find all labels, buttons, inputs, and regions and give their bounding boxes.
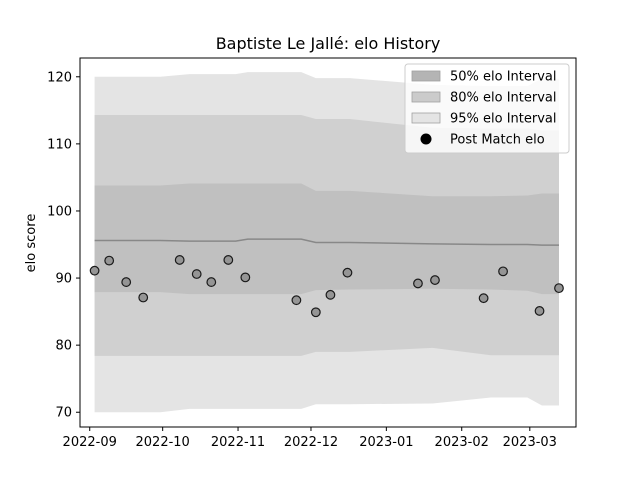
- post-match-point: [223, 255, 234, 265]
- post-match-point: [121, 277, 132, 287]
- post-match-point: [342, 267, 353, 278]
- post-match-point: [498, 266, 508, 277]
- x-tick-label: 2022-10: [136, 435, 190, 450]
- legend-label: Post Match elo: [450, 133, 545, 148]
- post-match-point: [104, 255, 115, 266]
- post-match-point: [554, 283, 564, 294]
- post-match-point: [325, 289, 336, 300]
- legend: 50% elo Interval 80% elo Interval 95% elo …: [404, 63, 570, 154]
- band-50-interval: [94, 183, 559, 295]
- post-match-point: [174, 255, 185, 265]
- plot-frame: [79, 57, 577, 428]
- post-match-point: [89, 265, 100, 276]
- post-match-point: [430, 275, 440, 285]
- legend-label: 50% elo Interval: [450, 70, 557, 85]
- legend-swatch: [411, 112, 441, 124]
- x-tick-label: 2022-11: [211, 435, 265, 450]
- x-tick-label: 2022-12: [284, 435, 338, 450]
- post-match-point: [534, 306, 545, 316]
- chart-title: Baptiste Le Jallé: elo History: [216, 34, 441, 53]
- x-tick-label: 2023-02: [435, 435, 489, 450]
- post-match-point: [138, 292, 149, 303]
- post-match-points: [89, 255, 564, 318]
- legend-swatch: [411, 70, 441, 82]
- x-tick-label: 2023-03: [503, 435, 557, 450]
- legend-swatch: [411, 91, 441, 103]
- post-match-point: [291, 295, 302, 306]
- mean-elo-line: [94, 238, 559, 246]
- legend-box: [404, 63, 570, 154]
- mean-line-layer: [94, 238, 559, 246]
- y-tick-label: 120: [47, 70, 72, 85]
- legend-label: 80% elo Interval: [450, 91, 557, 106]
- legend-marker: [420, 133, 432, 145]
- x-tick-label: 2023-01: [359, 435, 413, 450]
- y-tick-label: 80: [55, 339, 72, 354]
- post-match-point: [413, 278, 423, 289]
- post-match-point: [478, 293, 489, 304]
- y-axis-ticks: 70 80 90 100 110 120: [47, 70, 80, 421]
- post-match-point: [240, 272, 251, 283]
- post-match-point: [310, 307, 321, 318]
- x-axis-ticks: 2022-09 2022-10 2022-11 2022-12 2023-01 2023-…: [63, 427, 557, 450]
- x-tick-label: 2022-09: [63, 435, 117, 450]
- post-match-point: [206, 277, 217, 287]
- y-tick-label: 90: [55, 272, 72, 287]
- y-tick-label: 100: [47, 204, 72, 219]
- post-match-point: [191, 269, 202, 279]
- y-tick-label: 110: [47, 137, 72, 152]
- legend-label: 95% elo Interval: [450, 112, 557, 127]
- y-axis-label: elo score: [24, 214, 39, 273]
- y-tick-label: 70: [55, 406, 72, 421]
